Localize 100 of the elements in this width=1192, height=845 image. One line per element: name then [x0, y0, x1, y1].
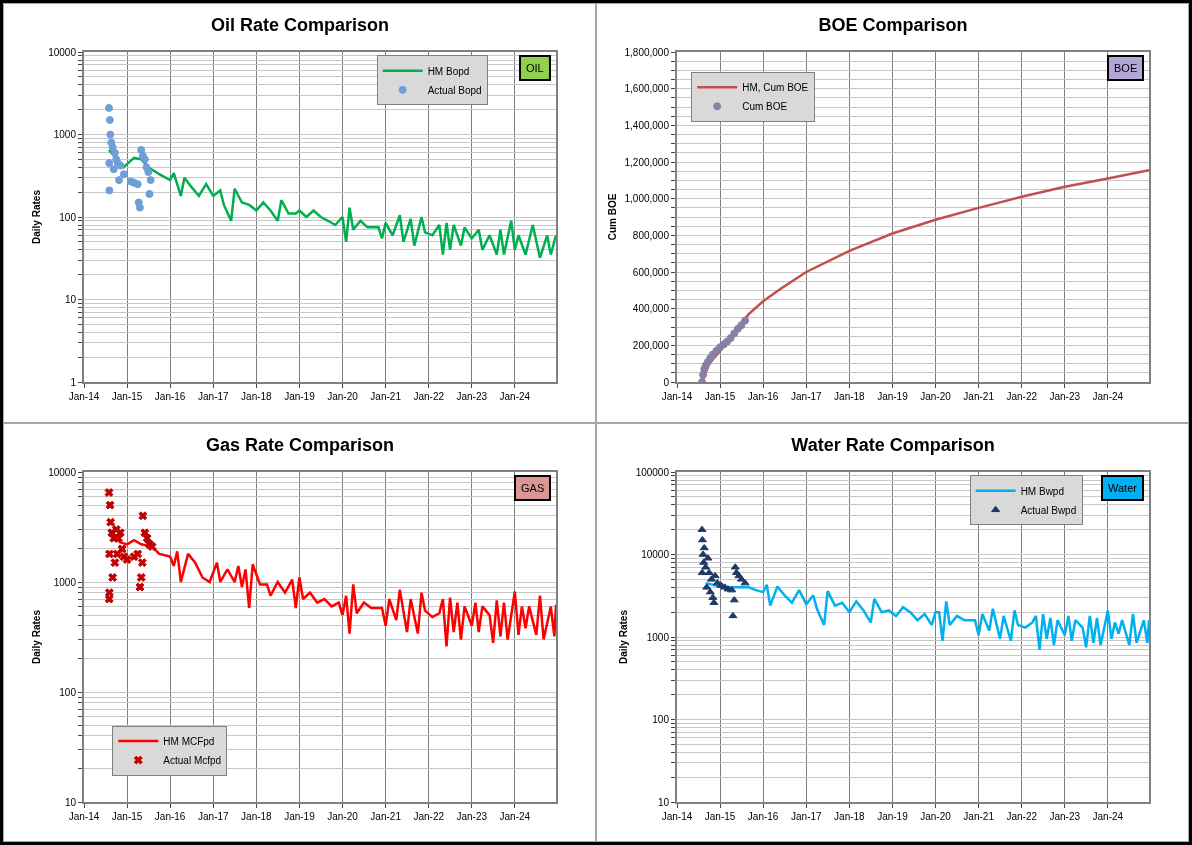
y-tick-label: 1000 — [646, 631, 670, 642]
point — [105, 500, 115, 510]
annotation: GAS — [521, 481, 545, 494]
y-tick-label: 10 — [657, 796, 670, 807]
x-tick-label: Jan-14 — [68, 391, 100, 402]
y-tick-label: 1,400,000 — [624, 119, 670, 131]
x-tick-label: Jan-22 — [413, 810, 445, 822]
y-tick-label: 1,000,000 — [624, 193, 670, 205]
x-tick-label: Jan-21 — [963, 391, 995, 402]
chart-title: BOE Comparison — [818, 15, 968, 36]
point — [136, 572, 146, 582]
y-tick-label: 10000 — [641, 548, 670, 560]
point — [117, 543, 127, 553]
point — [708, 593, 718, 600]
point — [138, 510, 148, 520]
x-tick-label: Jan-23 — [456, 391, 488, 402]
x-tick-label: Jan-17 — [198, 391, 230, 402]
x-tick-label: Jan-23 — [456, 810, 488, 822]
legend-label: HM, Cum BOE — [742, 82, 809, 94]
x-tick-label: Jan-16 — [154, 391, 186, 402]
y-tick-label: 600,000 — [632, 266, 670, 278]
x-tick-label: Jan-17 — [791, 810, 823, 822]
point — [104, 587, 114, 597]
point — [105, 186, 114, 195]
x-tick-label: Jan-14 — [68, 810, 100, 822]
x-tick-label: Jan-15 — [111, 810, 143, 822]
point — [105, 159, 114, 168]
point — [119, 170, 128, 179]
x-tick-label: Jan-14 — [661, 391, 693, 402]
y-tick-label: 1,200,000 — [624, 156, 670, 168]
legend-label: Actual Bopd — [427, 84, 482, 96]
y-axis-title: Daily Rates — [30, 189, 42, 244]
y-axis-title: Daily Rates — [618, 609, 630, 664]
x-tick-label: Jan-17 — [198, 810, 230, 822]
annotation: Water — [1108, 481, 1138, 494]
point — [729, 595, 739, 602]
point — [730, 562, 740, 570]
point — [145, 190, 154, 198]
point — [726, 334, 735, 342]
point — [133, 548, 143, 558]
point — [704, 568, 714, 575]
x-tick-label: Jan-15 — [704, 391, 736, 402]
x-tick-label: Jan-22 — [413, 391, 445, 402]
x-tick-label: Jan-20 — [920, 391, 952, 402]
point — [146, 176, 155, 185]
point — [698, 550, 708, 557]
x-tick-label: Jan-15 — [111, 391, 143, 402]
point — [110, 557, 120, 567]
y-tick-label: 1000 — [53, 576, 77, 587]
point — [133, 180, 142, 189]
annotation: BOE — [1114, 62, 1138, 74]
x-tick-label: Jan-18 — [834, 810, 866, 822]
y-tick-label: 1,600,000 — [624, 83, 670, 95]
annotation: OIL — [526, 62, 544, 74]
legend-label: HM MCFpd — [163, 735, 215, 747]
x-tick-label: Jan-22 — [1006, 391, 1038, 402]
y-tick-label: 100 — [652, 713, 670, 725]
point — [144, 168, 153, 177]
x-tick-label: Jan-19 — [284, 810, 316, 822]
point — [108, 572, 118, 582]
chart-title: Water Rate Comparison — [791, 434, 995, 455]
point — [105, 548, 114, 558]
y-tick-label: 1,800,000 — [624, 46, 670, 58]
x-tick-label: Jan-19 — [284, 391, 316, 402]
x-tick-label: Jan-24 — [1092, 810, 1124, 822]
y-tick-label: 800,000 — [632, 229, 670, 241]
x-tick-label: Jan-22 — [1006, 810, 1038, 822]
point — [728, 611, 738, 618]
chart-title: Gas Rate Comparison — [205, 434, 395, 455]
point — [705, 587, 715, 594]
y-tick-label: 10 — [64, 294, 77, 305]
y-tick-label: 10 — [64, 796, 77, 807]
legend-label: Actual Bwpd — [1020, 504, 1077, 516]
point — [109, 165, 118, 174]
point — [115, 176, 124, 185]
y-tick-label: 1 — [70, 376, 77, 388]
legend-label: Actual Mcfpd — [163, 754, 222, 766]
x-tick-label: Jan-16 — [154, 810, 186, 822]
point — [105, 115, 114, 124]
y-tick-label: 10000 — [48, 46, 77, 58]
y-tick-label: 1000 — [53, 129, 77, 140]
x-tick-label: Jan-17 — [791, 391, 823, 402]
x-tick-label: Jan-16 — [747, 810, 779, 822]
y-axis-title: Daily Rates — [30, 609, 42, 664]
y-tick-label: 200,000 — [632, 339, 670, 351]
x-tick-label: Jan-19 — [877, 810, 909, 822]
x-tick-label: Jan-21 — [370, 391, 402, 402]
point — [709, 598, 719, 605]
y-tick-label: 400,000 — [632, 303, 670, 315]
point — [697, 525, 707, 532]
x-tick-label: Jan-20 — [327, 810, 359, 822]
legend-label: HM Bopd — [427, 65, 470, 77]
point — [702, 582, 712, 590]
point — [110, 148, 119, 157]
point — [105, 103, 114, 112]
point — [703, 553, 713, 561]
y-tick-label: 10000 — [48, 466, 77, 477]
point — [740, 578, 750, 585]
x-tick-label: Jan-20 — [920, 810, 952, 822]
x-tick-label: Jan-18 — [241, 810, 273, 822]
